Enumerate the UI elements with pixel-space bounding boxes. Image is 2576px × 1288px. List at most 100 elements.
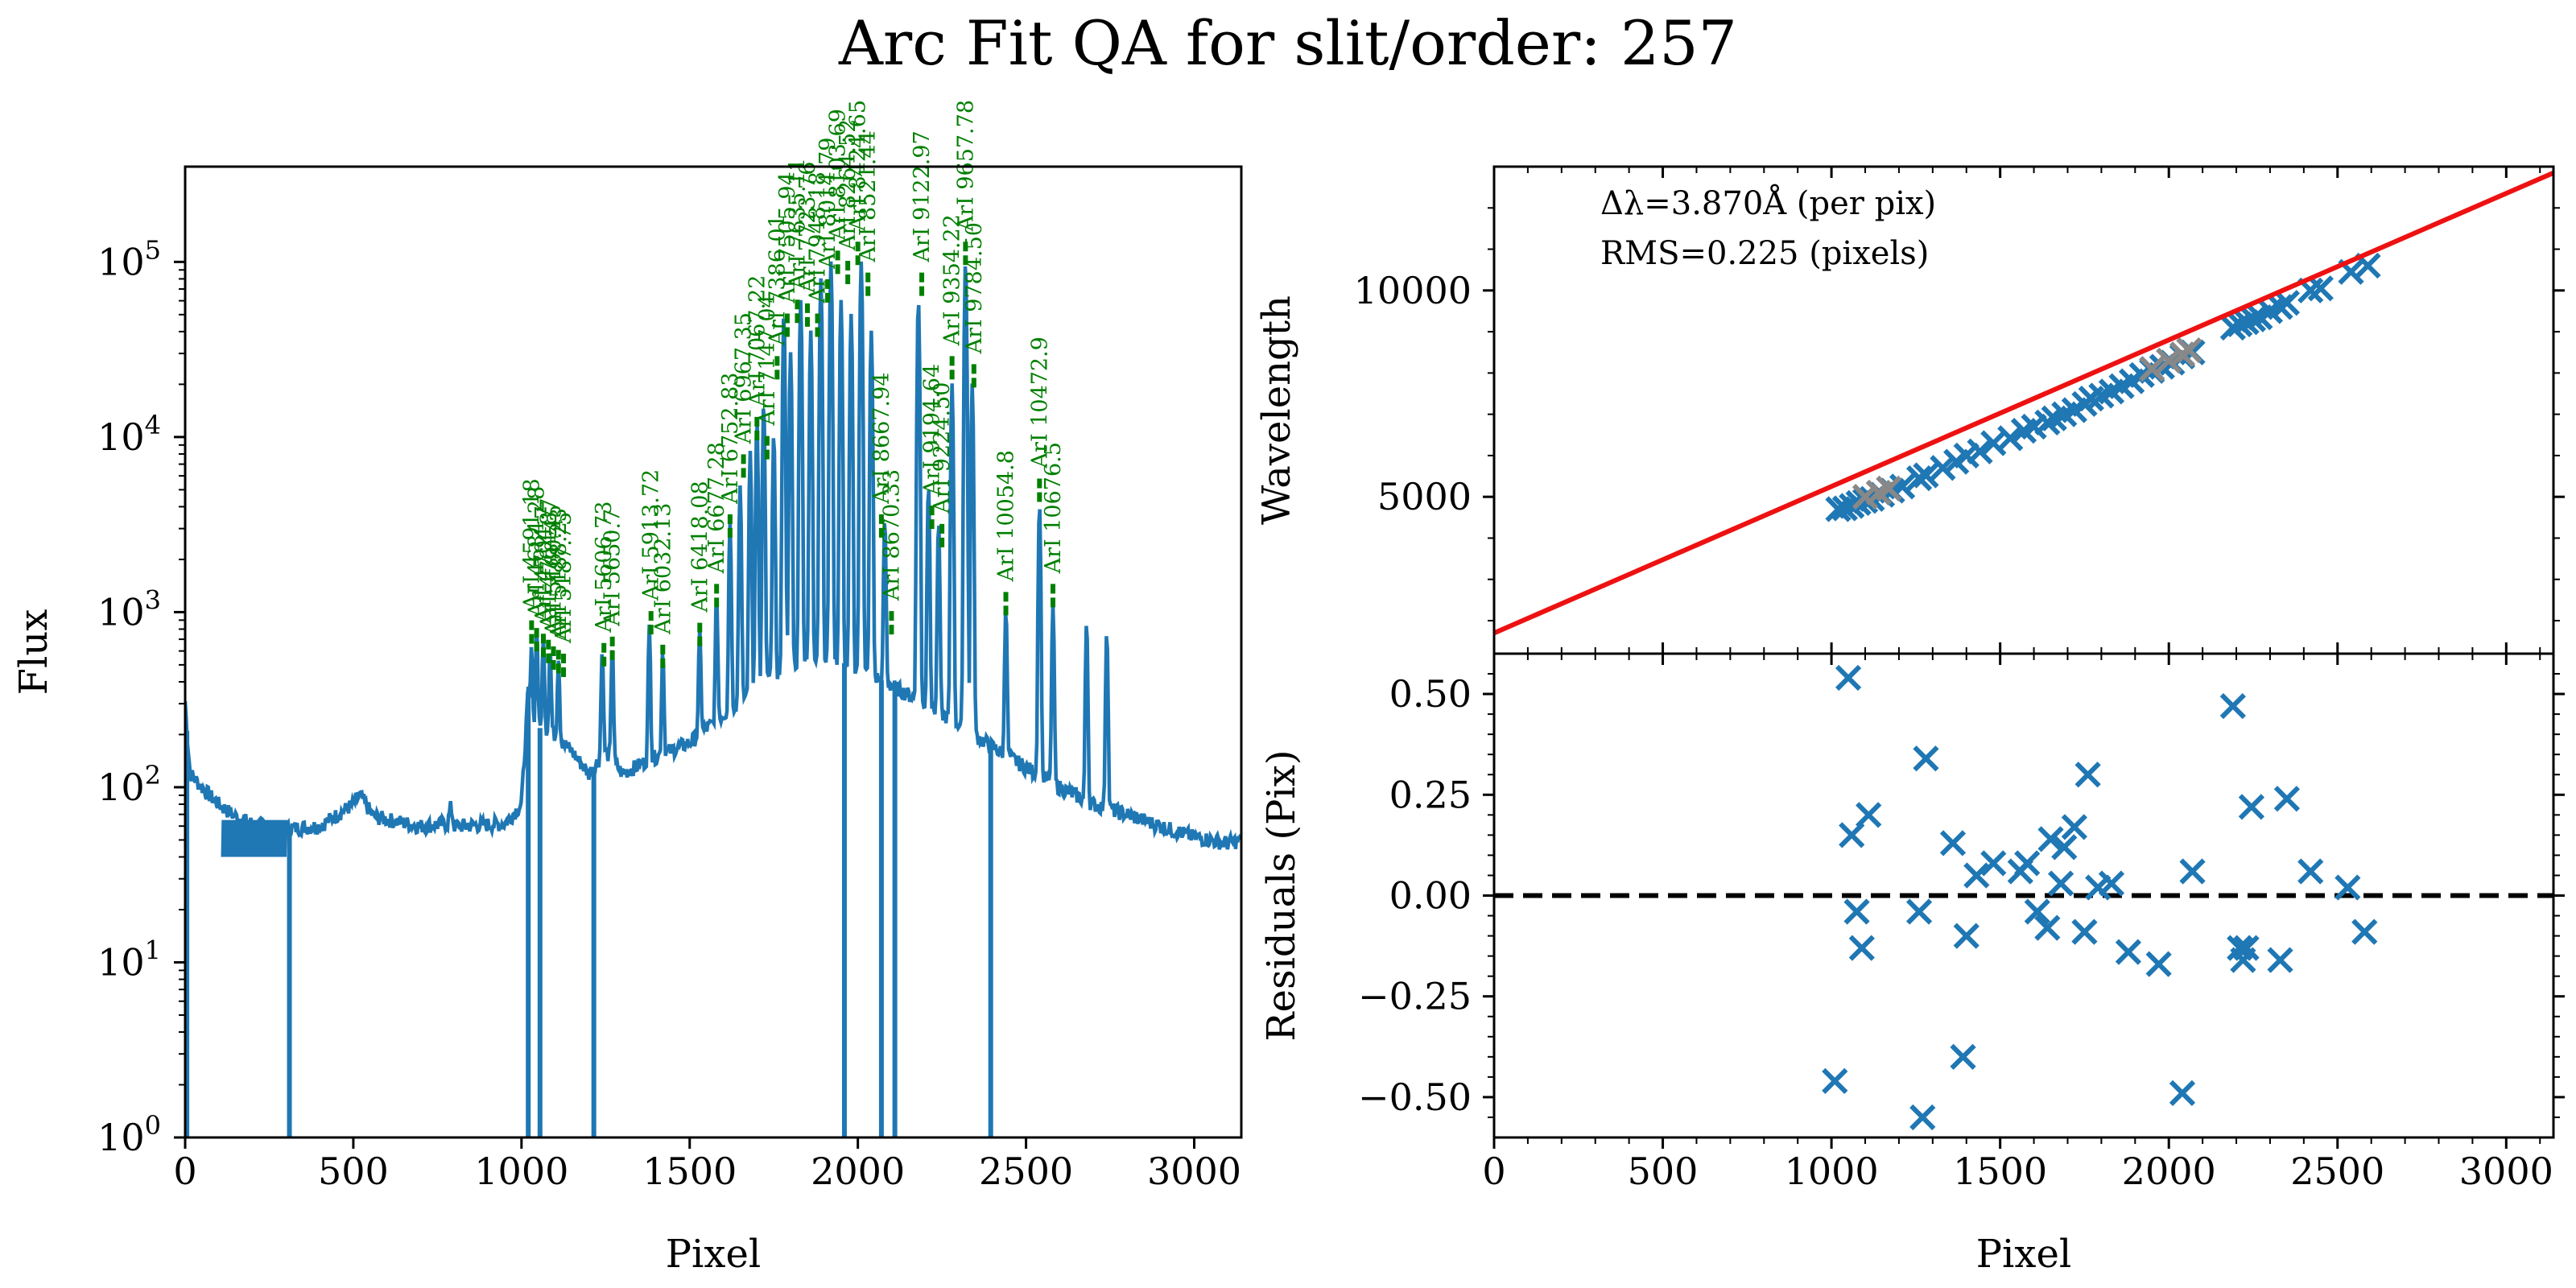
y-tick-label: 101 (97, 935, 161, 984)
line-id-label: ArI 9354.22 (940, 214, 965, 346)
fit-point (1905, 464, 1933, 492)
y-tick-exponent: 5 (145, 234, 161, 265)
residual-point (2051, 834, 2078, 861)
y-tick-mantissa: 10 (97, 590, 145, 634)
residual-point (2351, 919, 2378, 945)
residual-point (2273, 786, 2301, 812)
residual-point (1963, 862, 1990, 889)
line-id-label: ArI 9224.50 (930, 382, 955, 514)
residual-point (1905, 898, 1933, 925)
line-id-label: ArI 4764.87 (536, 497, 561, 630)
residual-point (1913, 745, 1939, 772)
y-tick-exponent: 3 (145, 584, 161, 615)
residual-point (2061, 814, 2087, 840)
y-tick-mantissa: 10 (97, 415, 145, 459)
line-id-label: ArI 5187.75 (551, 512, 576, 644)
residual-point (2115, 939, 2142, 965)
line-id-label: ArI 6418.08 (687, 481, 712, 613)
residual-point (1856, 802, 1882, 828)
line-id-label: ArI 8103.69 (826, 109, 851, 241)
y-tick-mantissa: 10 (97, 1116, 145, 1159)
line-id-label: ArI 8670.33 (879, 469, 904, 601)
fit-rejected-point (2176, 337, 2202, 364)
residual-point (2233, 935, 2260, 961)
line-id-label: ArI 10676.5 (1041, 442, 1066, 574)
x-tick-label: 2500 (979, 1150, 1073, 1193)
spectrum-noise-band (221, 819, 287, 857)
residual-point (1843, 898, 1870, 925)
residual-point (1953, 923, 1979, 949)
residual-point (2071, 919, 2098, 945)
fit-point (2233, 309, 2260, 336)
line-id-label: ArI 5913.72 (639, 469, 664, 601)
y-tick-mantissa: 10 (97, 240, 145, 283)
residual-point (2034, 914, 2061, 941)
x-tick-label: 2000 (811, 1150, 905, 1193)
spectrum-line (185, 261, 1241, 850)
line-id-label: ArI 7505.94 (775, 171, 800, 303)
y-tick-label: 105 (97, 234, 161, 283)
fit-plot-area (1494, 170, 2553, 636)
line-id-label: ArI 5188.23 (547, 508, 572, 640)
x-tick-label: 1000 (474, 1150, 568, 1193)
fit-point (2240, 306, 2267, 332)
line-id-label: ArI 7723.76 (795, 162, 820, 294)
res-x-tick-label: 1000 (1785, 1150, 1879, 1193)
res-x-tick-label: 1500 (1953, 1150, 2047, 1193)
fit-rejected-point (2139, 356, 2165, 382)
fit-line (1494, 170, 2553, 636)
line-id-label: ArI 8014.79 (815, 138, 840, 270)
x-tick-label: 1500 (642, 1150, 737, 1193)
fit-point (1831, 495, 1858, 522)
y-tick-exponent: 4 (145, 410, 161, 440)
residual-point (1835, 664, 1862, 691)
residual-point (2037, 826, 2064, 852)
line-id-label: ArI 4684.28 (525, 486, 550, 618)
y-tick-exponent: 0 (145, 1110, 161, 1141)
residual-point (1939, 830, 1967, 857)
y-tick-mantissa: 10 (97, 766, 145, 809)
spectrum-frame (184, 165, 1243, 1139)
residual-point (2238, 794, 2265, 820)
res-x-tick-label: 0 (1482, 1150, 1505, 1193)
res-y-tick-label: 0.00 (1389, 874, 1472, 918)
residual-point (2074, 762, 2101, 788)
line-id-label: ArI 10472.9 (1027, 336, 1052, 469)
line-id-label: ArI 7386.01 (765, 214, 790, 346)
fit-annotation: Δλ=3.870Å (per pix) (1600, 184, 1936, 222)
fit-point (2273, 290, 2301, 316)
fit-point (1852, 488, 1879, 514)
line-id-label: ArI 8667.94 (869, 373, 894, 505)
y-tick-label: 103 (97, 584, 161, 634)
line-id-label: ArI 6752.83 (718, 373, 743, 505)
residual-point (2297, 858, 2324, 885)
res-y-tick-label: 0.50 (1389, 672, 1472, 716)
residual-point (2145, 951, 2172, 977)
spectrum-plot-area (185, 261, 1241, 1137)
residual-point (1848, 935, 1875, 961)
fit-y-tick-label: 10000 (1354, 269, 1472, 312)
res-x-tick-label: 3000 (2459, 1150, 2553, 1193)
residual-point (1909, 1104, 1936, 1131)
residual-point (2334, 874, 2361, 901)
residual-point (2024, 898, 2050, 925)
y-axis-label: Flux (11, 609, 56, 696)
line-id-label: ArI 5606.73 (592, 501, 617, 633)
residual-point (2219, 692, 2246, 720)
line-id-label: ArI 5160.45 (542, 505, 567, 637)
x-tick-label: 0 (173, 1150, 196, 1193)
residual-point (1822, 1067, 1848, 1095)
x-axis-label: Pixel (666, 1232, 761, 1277)
residuals-panel: 0 500 1000 1500 2000 2500 3000 −0.50 −0.25 0.00 0.… (1259, 652, 2565, 1277)
fit-rejected-point (2156, 347, 2182, 374)
line-id-label: ArI 9784.50 (962, 222, 987, 354)
fit-point (1839, 493, 1865, 519)
res-x-tick-label: 2500 (2290, 1150, 2384, 1193)
fit-point (2227, 311, 2253, 337)
figure-title: Arc Fit QA for slit/order: 257 (838, 7, 1737, 79)
line-id-label: ArI 7635.11 (785, 158, 810, 290)
line-id-label: ArI 4704.7 (531, 506, 556, 624)
residual-point (1980, 850, 2007, 877)
